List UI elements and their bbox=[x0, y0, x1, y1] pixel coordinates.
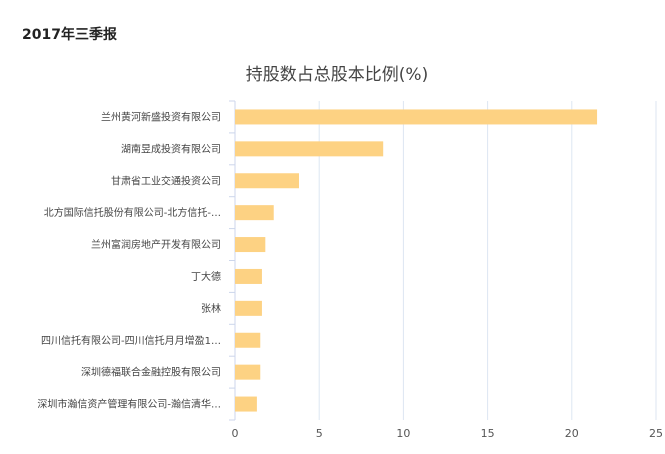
x-tick-label: 10 bbox=[396, 427, 410, 440]
x-tick-label: 0 bbox=[232, 427, 239, 440]
category-label: 四川信托有限公司-四川信托月月增盈1… bbox=[41, 334, 221, 347]
category-label: 张林 bbox=[201, 302, 221, 315]
bar[interactable] bbox=[235, 237, 266, 253]
bar[interactable] bbox=[235, 300, 262, 316]
x-tick-labels: 0 5 10 15 20 25 bbox=[232, 427, 664, 440]
category-labels: 兰州黄河新盛投资有限公司湖南昱成投资有限公司甘肃省工业交通投资公司北方国际信托股… bbox=[37, 110, 221, 410]
y-axis bbox=[229, 100, 236, 421]
category-label: 北方国际信托股份有限公司-北方信托-… bbox=[44, 206, 221, 219]
bar[interactable] bbox=[235, 141, 384, 157]
bar[interactable] bbox=[235, 268, 262, 284]
bar[interactable] bbox=[235, 109, 598, 125]
category-label: 甘肃省工业交通投资公司 bbox=[111, 174, 221, 187]
category-label: 深圳德福联合金融控股有限公司 bbox=[81, 366, 221, 379]
period-title: 2017年三季报 bbox=[22, 27, 117, 43]
bar[interactable] bbox=[235, 173, 299, 189]
category-label: 兰州黄河新盛投资有限公司 bbox=[101, 110, 221, 123]
x-tick-label: 25 bbox=[649, 427, 663, 440]
chart-title: 持股数占总股本比例(%) bbox=[246, 65, 428, 85]
category-label: 丁大德 bbox=[191, 270, 221, 283]
x-tick-label: 5 bbox=[316, 427, 323, 440]
bar[interactable] bbox=[235, 332, 261, 348]
bar[interactable] bbox=[235, 396, 257, 412]
category-label: 湖南昱成投资有限公司 bbox=[121, 142, 221, 155]
category-label: 兰州富润房地产开发有限公司 bbox=[91, 238, 221, 251]
grid-lines bbox=[318, 101, 657, 420]
bar[interactable] bbox=[235, 205, 274, 221]
x-tick-label: 15 bbox=[481, 427, 495, 440]
category-label: 深圳市瀚信资产管理有限公司-瀚信清华… bbox=[37, 398, 221, 411]
bars bbox=[235, 109, 598, 412]
x-tick-label: 20 bbox=[565, 427, 579, 440]
bar[interactable] bbox=[235, 364, 261, 380]
